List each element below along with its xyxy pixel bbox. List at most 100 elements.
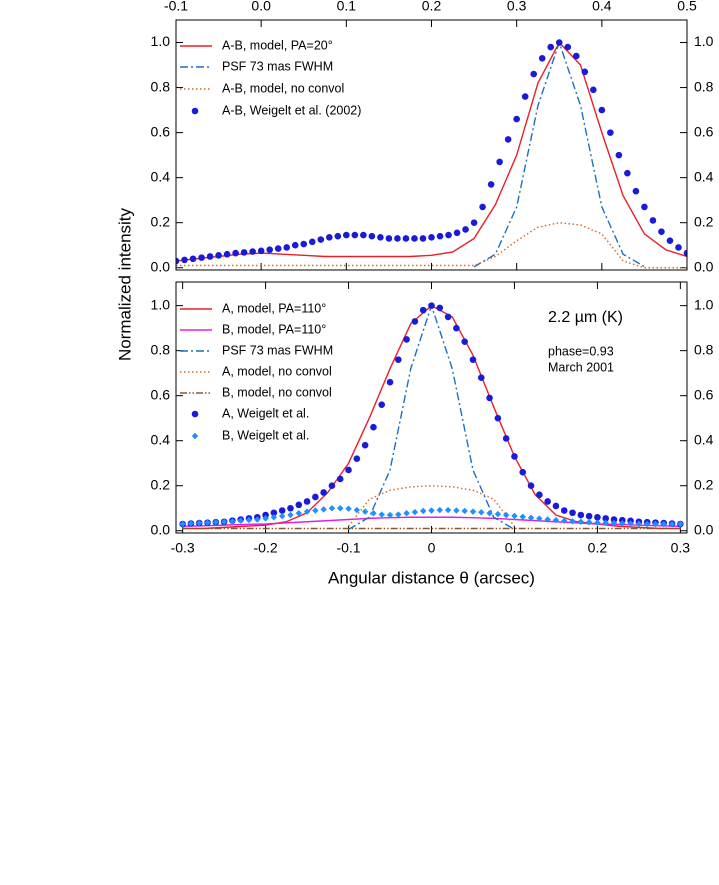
data-point [428,507,435,514]
y-tick-label-right: 0.2 [694,213,714,229]
data-point [552,516,560,524]
data-point [479,203,486,211]
legend-label: A, Weigelt et al. [222,406,309,420]
data-point [436,232,444,240]
y-tick-label: 0.6 [151,386,171,402]
data-point [386,378,394,386]
data-point [436,506,443,514]
data-point [266,246,273,254]
plot-area [179,302,684,531]
data-point [555,39,563,46]
legend-marker [191,432,199,440]
data-point [320,506,327,513]
data-point [494,414,502,422]
data-point [220,518,228,525]
data-point [402,235,410,242]
data-point [560,507,568,514]
data-point [462,226,469,233]
data-point [641,203,648,211]
data-point [295,509,302,517]
data-point [336,475,344,483]
data-point [590,86,597,94]
data-point [345,466,352,474]
data-point [486,394,493,402]
data-point [652,520,659,528]
data-point [403,509,410,517]
data-point [502,511,510,519]
data-point [469,356,477,363]
data-point [395,356,402,363]
data-point [594,513,601,521]
y-tick-label: 0.0 [151,521,171,537]
data-point [254,516,261,523]
data-point [547,43,555,51]
data-point [204,519,211,526]
y-tick-label-right: 0.6 [694,123,714,139]
data-point [360,231,367,239]
data-point [278,512,286,520]
data-point [487,181,495,188]
y-tick-label: 0.6 [151,123,171,139]
plot-frame [175,281,688,534]
y-tick-label: 0.2 [151,476,171,492]
data-point [627,520,634,527]
data-point [470,219,478,227]
data-point [368,232,376,240]
data-point [287,504,294,512]
data-point [453,324,460,332]
y-tick-label-right: 0.0 [694,521,714,537]
y-tick-label: 0.0 [151,258,171,274]
data-point [353,506,361,514]
y-tick-label-right: 0.6 [694,386,714,402]
data-point [411,235,418,242]
data-point [649,217,657,224]
y-tick-label-right: 1.0 [694,33,714,49]
y-tick-label: 1.0 [151,33,171,49]
data-point [444,313,452,321]
data-point [334,232,342,240]
y-tick-label-right: 1.0 [694,296,714,312]
x-tick-label: 0.1 [505,540,525,556]
x-tick-label: -0.1 [336,540,360,556]
data-point [411,508,419,516]
data-point [538,54,546,62]
x-tick-label: 0.3 [671,540,691,556]
y-tick-label-right: 0.2 [694,476,714,492]
legend-label: B, model, PA=110° [222,322,326,336]
y-tick-label: 0.4 [151,431,171,447]
data-point [361,441,369,449]
x-tick-label: 0.4 [592,0,612,14]
data-point [240,249,248,256]
data-point [494,510,502,518]
data-point [610,516,618,523]
legend-label: A-B, Weigelt et al. (2002) [222,103,361,117]
y-tick-label: 0.2 [151,213,171,229]
data-point [270,514,278,521]
data-point [561,517,568,525]
data-point [295,501,303,509]
x-tick-label: 0.1 [337,0,357,14]
data-point [328,505,336,512]
data-point [521,93,529,100]
data-point [176,257,180,265]
data-point [675,244,682,251]
data-point [287,511,294,519]
data-point [660,520,667,528]
plot-area [176,39,687,269]
data-point [598,106,606,114]
data-point [196,519,203,527]
data-point [212,518,220,526]
data-point [478,509,485,516]
data-point [619,520,626,527]
data-point [378,401,386,408]
data-point [594,519,601,526]
data-point [527,482,535,490]
y-tick-label: 0.8 [151,341,171,357]
data-point [527,514,535,521]
data-point [607,129,614,136]
data-point [569,518,576,525]
data-point [544,498,551,505]
x-tick-label: 0.2 [588,540,608,556]
data-point [189,255,197,263]
